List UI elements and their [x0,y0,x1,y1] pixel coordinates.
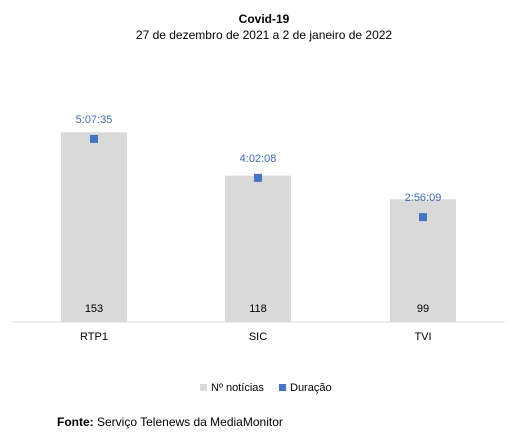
chart-subtitle: 27 de dezembro de 2021 a 2 de janeiro de… [136,28,393,42]
legend-label-noticias: Nº notícias [211,382,264,394]
duration-label-sic: 4:02:08 [240,153,277,165]
source-text: Serviço Telenews da MediaMonitor [97,415,283,429]
legend-label-duracao: Duração [290,382,332,394]
duration-marker-tvi [419,213,427,222]
x-tick-label-sic: SIC [249,331,267,343]
duration-marker-rtp1 [90,134,98,143]
legend-swatch-noticias [200,384,207,391]
bar-value-label-tvi: 99 [417,303,429,315]
chart-title: Covid-19 [239,12,290,26]
duration-label-rtp1: 5:07:35 [76,114,113,126]
source-note: Fonte: Serviço Telenews da MediaMonitor [57,415,283,429]
source-label: Fonte: [57,415,94,429]
plot-area: 153 5:07:35 RTP1 118 4:02:08 SIC 99 2:56:09 TVI [12,114,505,343]
chart: Covid-19 27 de dezembro de 2021 a 2 de j… [12,12,505,394]
duration-label-tvi: 2:56:09 [405,192,442,204]
x-tick-label-tvi: TVI [414,331,431,343]
legend-swatch-duracao [279,384,286,391]
bar-value-label-rtp1: 153 [85,303,103,315]
duration-marker-sic [254,173,262,182]
bar-sic [225,175,291,322]
bar-rtp1 [61,132,127,322]
x-tick-label-rtp1: RTP1 [80,331,108,343]
legend: Nº notícias Duração [200,382,332,394]
bar-value-label-sic: 118 [249,303,267,315]
